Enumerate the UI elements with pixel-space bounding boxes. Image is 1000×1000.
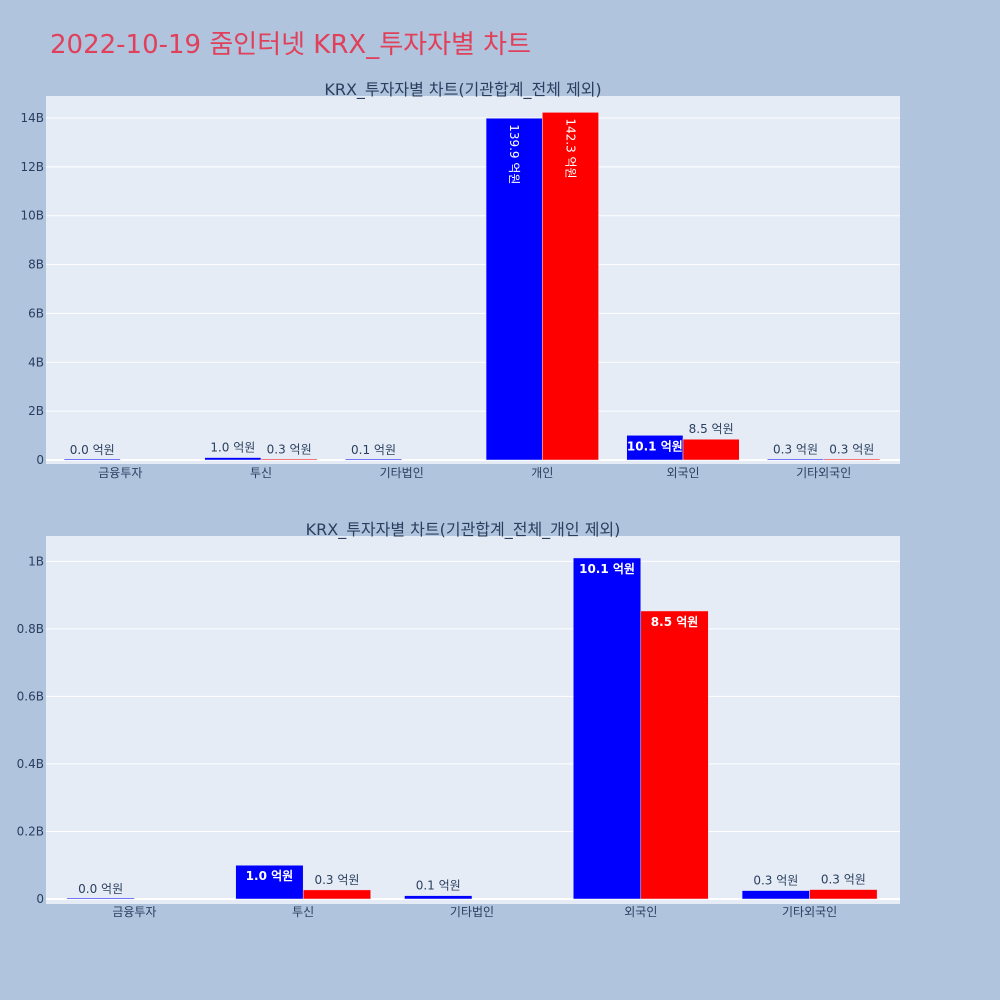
x-tick-label: 기타외국인	[796, 466, 851, 480]
bar	[204, 457, 262, 461]
bar-label: 8.5 억원	[651, 615, 699, 629]
plot-area	[46, 96, 900, 464]
bar-label: 0.3 억원	[753, 874, 798, 888]
bar	[235, 864, 304, 900]
bar-label: 0.1 억원	[351, 443, 396, 457]
bar	[302, 889, 371, 900]
bar-label: 0.3 억원	[821, 873, 866, 887]
y-tick-label: 0.8B	[17, 622, 44, 636]
bar-label: 139.9 억원	[507, 124, 521, 184]
x-tick-label: 기타법인	[380, 466, 424, 480]
bar	[542, 112, 599, 461]
y-tick-label: 0	[36, 453, 44, 467]
chart-title: KRX_투자자별 차트(기관합계_전체 제외)	[324, 80, 601, 100]
y-tick-label: 10B	[20, 209, 44, 223]
x-tick-label: 금융투자	[98, 466, 142, 480]
y-tick-label: 0.4B	[17, 757, 44, 771]
y-tick-label: 14B	[20, 111, 44, 125]
bar	[573, 557, 642, 900]
bar	[260, 458, 318, 461]
bar-label: 0.3 억원	[314, 873, 359, 887]
y-tick-label: 0.6B	[17, 689, 44, 703]
bar-label: 0.0 억원	[78, 882, 123, 896]
bar-label: 0.0 억원	[70, 443, 115, 457]
bar-label: 1.0 억원	[246, 869, 294, 883]
chart-2: 0 0.2B 0.4B 0.6B 0.8B 1B KRX_투자자별 차트(기관합계_전체_개…	[17, 520, 900, 919]
y-tick-label: 8B	[28, 258, 44, 272]
bar-label: 0.3 억원	[773, 442, 818, 456]
bar	[682, 438, 740, 461]
chart-1: 0 2B 4B 6B 8B 10B 12B 14B KRX_투자자별 차트(기관합계_전체 제외…	[20, 80, 900, 480]
bar-label: 10.1 억원	[579, 562, 635, 576]
y-tick-label: 2B	[28, 404, 44, 418]
y-tick-label: 1B	[28, 554, 44, 568]
bar	[485, 117, 543, 461]
bar-label: 0.3 억원	[267, 442, 312, 456]
x-tick-label: 기타법인	[450, 905, 494, 919]
y-tick-label: 12B	[20, 160, 44, 174]
x-tick-label: 외국인	[624, 905, 657, 919]
x-tick-label: 외국인	[666, 466, 699, 480]
x-tick-label: 금융투자	[112, 905, 156, 919]
main-title: 2022-10-19 줌인터넷 KRX_투자자별 차트	[50, 30, 532, 60]
bar	[63, 458, 121, 461]
bar-label: 0.3 억원	[829, 442, 874, 456]
bar-label: 0.1 억원	[416, 879, 461, 893]
bar-label: 142.3 억원	[563, 118, 577, 178]
x-tick-label: 투신	[250, 466, 272, 480]
y-tick-label: 0.2B	[17, 824, 44, 838]
y-tick-label: 6B	[28, 306, 44, 320]
bar	[66, 897, 135, 900]
x-tick-label: 기타외국인	[782, 905, 837, 919]
x-tick-label: 투신	[292, 905, 314, 919]
bar	[809, 889, 878, 900]
bar	[767, 458, 824, 461]
y-tick-label: 4B	[28, 355, 44, 369]
plot-area	[46, 536, 900, 904]
bar	[404, 895, 473, 900]
bar	[345, 458, 402, 461]
chart-title: KRX_투자자별 차트(기관합계_전체_개인 제외)	[306, 520, 621, 540]
bar	[741, 890, 810, 900]
bar-label: 1.0 억원	[210, 441, 255, 455]
bar-label: 10.1 억원	[627, 439, 683, 453]
bar	[823, 458, 881, 461]
bar	[640, 610, 709, 900]
x-tick-label: 개인	[531, 466, 553, 480]
bar-label: 8.5 억원	[689, 422, 734, 436]
y-tick-label: 0	[36, 892, 44, 906]
